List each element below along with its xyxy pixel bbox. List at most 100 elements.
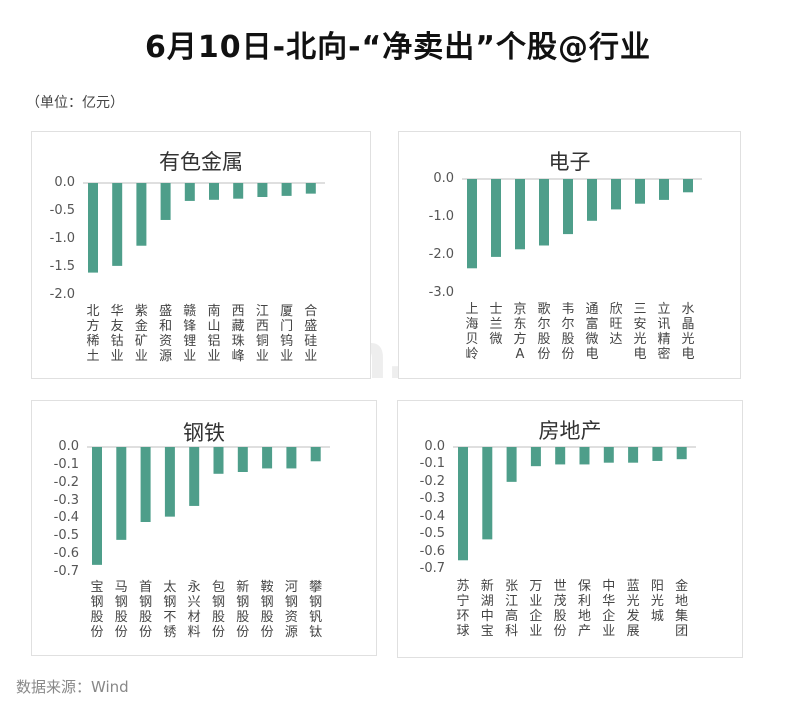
y-tick-label: -0.3 (53, 492, 79, 508)
category-label: 京东方A (513, 302, 527, 362)
bar (482, 447, 493, 540)
chart-title: 有色金属 (159, 150, 243, 174)
category-label: 张江高科 (505, 579, 519, 639)
bar (603, 447, 614, 463)
category-label: 新湖中宝 (480, 579, 494, 639)
bar (286, 447, 297, 469)
bar (467, 179, 477, 269)
bar (209, 183, 219, 200)
category-label: 欣旺达 (609, 302, 623, 347)
y-tick-label: -0.7 (53, 564, 79, 579)
bar (491, 179, 501, 257)
category-label: 包钢股份 (211, 580, 225, 640)
y-tick-label: 0.0 (424, 439, 445, 454)
y-tick-label: -0.4 (419, 508, 445, 524)
chart-panel-nonferrous: 有色金属 0.0 -0.5 -1.0 -1.5 -2.0 北方稀土 华友钴业 紫金矿业 盛和资源赣… (31, 131, 371, 379)
category-label: 赣锋锂业 (183, 304, 197, 364)
y-tick-label: -0.2 (419, 473, 445, 489)
bar (184, 183, 195, 201)
y-tick-label: 0.0 (433, 171, 454, 186)
bar (628, 447, 639, 463)
bar (515, 179, 525, 250)
category-label: 水晶光电 (681, 302, 695, 362)
bar (635, 179, 645, 204)
bar (530, 447, 541, 467)
bar (213, 447, 224, 474)
bar (458, 447, 468, 561)
category-label: 河钢资源 (284, 580, 298, 640)
bar (136, 183, 147, 246)
category-label: 首钢股份 (139, 580, 153, 640)
y-tick-label: -0.5 (419, 526, 445, 542)
unit-label: （单位：亿元） (26, 95, 124, 111)
bar (310, 447, 321, 462)
category-label: 上海贝岭 (465, 302, 479, 362)
bar (281, 183, 292, 196)
category-label: 蓝光发展 (626, 579, 640, 639)
y-tick-label: 0.0 (58, 439, 79, 454)
category-label: 合盛硅业 (304, 304, 318, 364)
y-tick-label: 0.0 (54, 175, 75, 190)
y-tick-label: -0.5 (53, 528, 79, 544)
bar (555, 447, 566, 465)
category-label: 中华企业 (602, 579, 616, 639)
y-tick-label: -1.5 (49, 259, 75, 274)
bar (116, 447, 127, 540)
category-label: 韦尔股份 (561, 302, 575, 362)
y-tick-label: -0.1 (419, 456, 445, 472)
category-label: 太钢不锈 (163, 580, 177, 640)
category-label: 阳光城 (650, 579, 664, 624)
category-label: 华友钴业 (110, 304, 124, 364)
category-label: 歌尔股份 (537, 302, 551, 362)
category-label: 士兰微 (489, 302, 503, 347)
bar (539, 179, 549, 246)
category-label: 三安光电 (633, 302, 647, 362)
category-label: 金地集团 (675, 579, 689, 639)
category-label: 立讯精密 (657, 302, 671, 362)
bar-chart-svg (87, 446, 330, 565)
y-tick-label: -1.0 (49, 231, 75, 246)
bar (563, 179, 573, 235)
category-label: 通富微电 (585, 302, 599, 362)
y-tick-label: -2.0 (428, 247, 454, 262)
bar (233, 183, 244, 199)
bar-chart-svg (462, 178, 702, 269)
bar (88, 183, 98, 273)
chart-panel-electronics: 电子 0.0 -1.0 -2.0 -3.0 上海贝岭 士兰微 京东方A 歌尔股份 韦尔股份 通富微电… (398, 131, 741, 379)
y-tick-label: -0.6 (419, 543, 445, 559)
bar (506, 447, 517, 482)
bar (92, 447, 102, 565)
chart-title: 钢铁 (183, 421, 225, 445)
y-tick-label: -0.6 (53, 546, 79, 562)
bar (189, 447, 200, 506)
bar (140, 447, 151, 522)
y-tick-label: -0.5 (49, 203, 75, 218)
y-tick-label: -0.1 (53, 456, 79, 472)
y-tick-label: -0.2 (53, 474, 79, 490)
category-label: 西藏珠峰 (231, 304, 245, 364)
category-label: 新钢股份 (236, 580, 250, 640)
bar (683, 179, 693, 193)
category-label: 紫金矿业 (134, 304, 148, 364)
category-label: 盛和资源 (159, 304, 173, 364)
category-label: 保利地产 (577, 579, 591, 639)
y-tick-label: -2.0 (49, 287, 75, 302)
bar-chart-svg (453, 446, 696, 561)
bar (257, 183, 268, 197)
bar-chart-svg (83, 182, 325, 273)
category-label: 北方稀土 (86, 304, 100, 364)
bar (262, 447, 273, 469)
bar (305, 183, 316, 194)
category-label: 永兴材料 (187, 580, 201, 640)
y-tick-label: -0.7 (419, 561, 445, 576)
bar (160, 183, 171, 220)
bar (237, 447, 248, 472)
y-tick-label: -0.3 (419, 491, 445, 507)
bar (164, 447, 175, 517)
category-label: 宝钢股份 (90, 580, 104, 640)
chart-panel-steel: 钢铁 0.0 -0.1 -0.2 -0.3 -0.4 -0.5 -0.6 -0.7 宝钢股份 马钢股… (31, 400, 377, 656)
category-label: 世茂股份 (553, 579, 567, 639)
y-tick-label: -1.0 (428, 209, 454, 224)
bar (659, 179, 669, 200)
category-label: 马钢股份 (114, 580, 128, 640)
